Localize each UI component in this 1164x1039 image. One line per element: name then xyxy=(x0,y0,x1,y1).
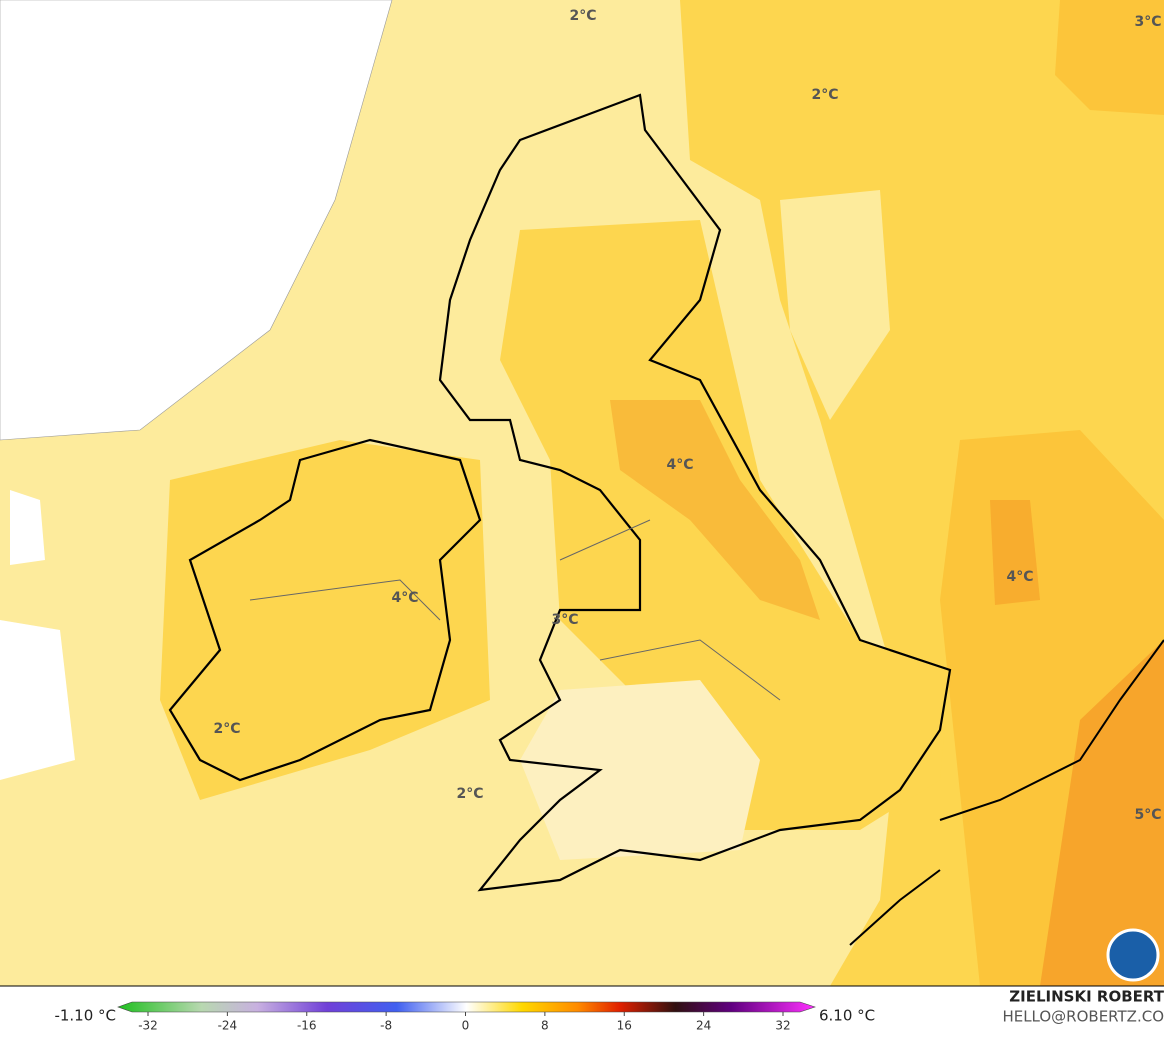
colorbar-tick-label: 16 xyxy=(617,1019,632,1033)
map-label: 5°C xyxy=(1134,807,1161,823)
temp-area xyxy=(990,500,1040,605)
map-label: 2°C xyxy=(456,786,483,802)
coastline xyxy=(168,438,482,782)
zero-area xyxy=(0,0,393,441)
zero-area xyxy=(0,620,75,780)
map-label: 3°C xyxy=(551,612,578,628)
temp-area xyxy=(520,680,760,860)
credit-name: ZIELINSKI ROBERT xyxy=(1009,988,1164,1006)
map-label: 2°C xyxy=(811,87,838,103)
map-label: 2°C xyxy=(213,721,240,737)
colorbar-max: 6.10 °C xyxy=(819,1007,875,1025)
temp-area xyxy=(1055,0,1164,115)
credit-email: HELLO@ROBERTZ.CO xyxy=(1002,1008,1164,1026)
map-label: 4°C xyxy=(666,457,693,473)
border xyxy=(249,519,781,701)
colorbar-tick-label: -16 xyxy=(297,1019,317,1033)
colorbar-tick-label: 32 xyxy=(775,1019,790,1033)
colorbar: -1.10 °C 6.10 °C -32 -24 -16 -8 0 8 16 24 32 xyxy=(54,1001,875,1033)
colorbar-tick-label: 8 xyxy=(541,1019,549,1033)
noaa-logo xyxy=(1106,928,1160,982)
map-label: 3°C xyxy=(1134,14,1161,30)
colorbar-tick-label: -24 xyxy=(218,1019,238,1033)
colorbar-min: -1.10 °C xyxy=(54,1007,116,1025)
map-label: 4°C xyxy=(391,590,418,606)
map-label: 2°C xyxy=(569,8,596,24)
coastline xyxy=(438,93,952,892)
temp-area xyxy=(780,190,890,420)
temp-area xyxy=(610,400,820,620)
zero-area xyxy=(10,490,45,565)
colorbar-tick-label: -8 xyxy=(380,1019,392,1033)
colorbar-tick-label: 0 xyxy=(462,1019,470,1033)
map: 2°C 2°C 3°C 4°C 4°C 4°C 3°C 2°C 2°C 5°C xyxy=(0,0,1164,986)
coastline xyxy=(849,639,1164,946)
colorbar-tick-label: 24 xyxy=(696,1019,711,1033)
colorbar-tick-label: -32 xyxy=(138,1019,158,1033)
colorbar-gradient xyxy=(117,1001,816,1013)
map-label: 4°C xyxy=(1006,569,1033,585)
temp-area xyxy=(1040,640,1164,986)
